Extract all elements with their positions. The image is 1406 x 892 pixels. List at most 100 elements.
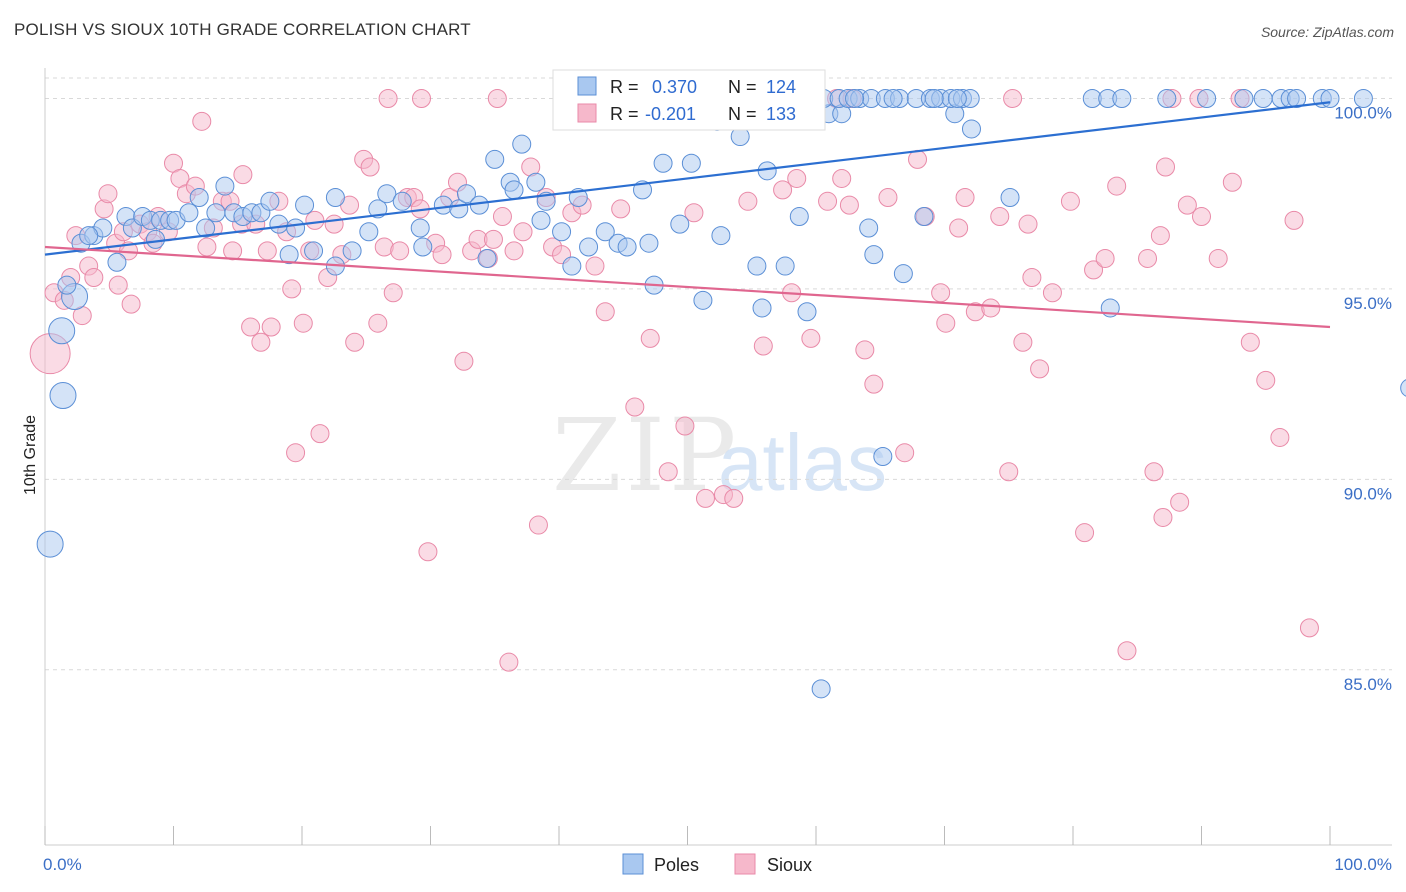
sioux-point (360, 157, 380, 177)
sioux-point (1150, 226, 1170, 246)
axes (44, 68, 1392, 846)
poles-point (859, 218, 879, 238)
poles-point (947, 88, 967, 108)
poles-point (215, 176, 235, 196)
poles-point (811, 679, 831, 699)
poles-point (196, 218, 216, 238)
sioux-point (223, 241, 243, 261)
poles-point (79, 226, 99, 246)
poles-point (286, 218, 306, 238)
sioux-point (1240, 332, 1260, 352)
sioux-point (412, 88, 432, 108)
poles-point (1400, 379, 1406, 397)
legend: Poles Sioux (622, 853, 812, 875)
poles-point (295, 195, 315, 215)
sioux-point (787, 168, 807, 188)
poles-point (504, 180, 524, 200)
sioux-point (1222, 172, 1242, 192)
legend-sioux-swatch (734, 853, 756, 875)
sioux-point (1117, 641, 1137, 661)
poles-trend-line (44, 101, 1331, 256)
sioux-point (955, 188, 975, 207)
sioux-point (257, 241, 277, 261)
sioux-point (1075, 523, 1095, 543)
sioux-point (418, 542, 438, 562)
poles-point (269, 214, 289, 234)
poles-point (410, 218, 430, 238)
poles-stat-swatch (577, 76, 597, 96)
sioux-point (286, 443, 306, 463)
sioux-point (241, 317, 261, 337)
poles-point (797, 302, 817, 322)
poles-n-label: N = (728, 77, 757, 97)
sioux-point (1284, 210, 1304, 230)
poles-n-value: 124 (766, 77, 796, 97)
sioux-point (108, 275, 128, 295)
y-tick-label: 95.0% (1344, 294, 1392, 313)
poles-point (681, 153, 701, 173)
sioux-trend-line (44, 245, 1331, 329)
poles-point (48, 317, 76, 345)
sioux-point (504, 241, 524, 261)
sioux-r-label: R = (610, 104, 639, 124)
poles-point (342, 241, 362, 261)
sioux-n-label: N = (728, 104, 757, 124)
sioux-point (1107, 176, 1127, 196)
poles-point (1287, 88, 1307, 108)
sioux-point (192, 111, 212, 131)
poles-point (883, 88, 903, 108)
poles-point (260, 191, 280, 211)
sioux-point (378, 88, 398, 108)
poles-point (57, 275, 77, 295)
y-tick-label: 90.0% (1344, 484, 1392, 503)
poles-point (179, 203, 199, 223)
sioux-point (658, 462, 678, 482)
poles-point (1253, 88, 1273, 108)
sioux-point (1208, 248, 1228, 268)
sioux-point (98, 184, 118, 204)
poles-point (562, 256, 582, 276)
sioux-point (981, 298, 1001, 318)
poles-point (775, 256, 795, 276)
sioux-point (1013, 332, 1033, 352)
sioux-n-value: 133 (766, 104, 796, 124)
sioux-point (990, 207, 1010, 227)
y-axis-label: 10th Grade (22, 415, 39, 495)
poles-point (477, 248, 497, 268)
legend-poles-swatch (622, 853, 644, 875)
poles-point (639, 233, 659, 253)
sioux-point (695, 488, 715, 508)
sioux-point (625, 397, 645, 417)
sioux-point (513, 222, 533, 242)
y-tick-label: 85.0% (1344, 675, 1392, 694)
sioux-point (878, 188, 898, 207)
poles-point (893, 264, 913, 284)
y-tick-label: 100.0% (1334, 103, 1392, 122)
sioux-point (999, 462, 1019, 482)
poles-point (1000, 188, 1020, 207)
sioux-point (383, 283, 403, 303)
poles-point (206, 203, 226, 223)
sioux-point (839, 195, 859, 215)
sioux-point (595, 302, 615, 322)
x-tick-label-end: 100.0% (1334, 855, 1392, 874)
poles-point (693, 290, 713, 310)
poles-point (526, 172, 546, 192)
poles-point (279, 245, 299, 265)
poles-point (1353, 88, 1373, 108)
poles-point (456, 184, 476, 204)
poles-point (873, 447, 893, 466)
poles-point (392, 191, 412, 211)
sioux-point (724, 488, 744, 508)
sioux-point (310, 424, 330, 444)
sioux-point (305, 210, 325, 230)
poles-point (670, 214, 690, 234)
sioux-point (345, 332, 365, 352)
sioux-point (908, 149, 928, 169)
poles-point (49, 382, 77, 410)
poles-point (617, 237, 637, 257)
sioux-point (855, 340, 875, 360)
poles-point (368, 199, 388, 219)
poles-point (845, 88, 865, 108)
